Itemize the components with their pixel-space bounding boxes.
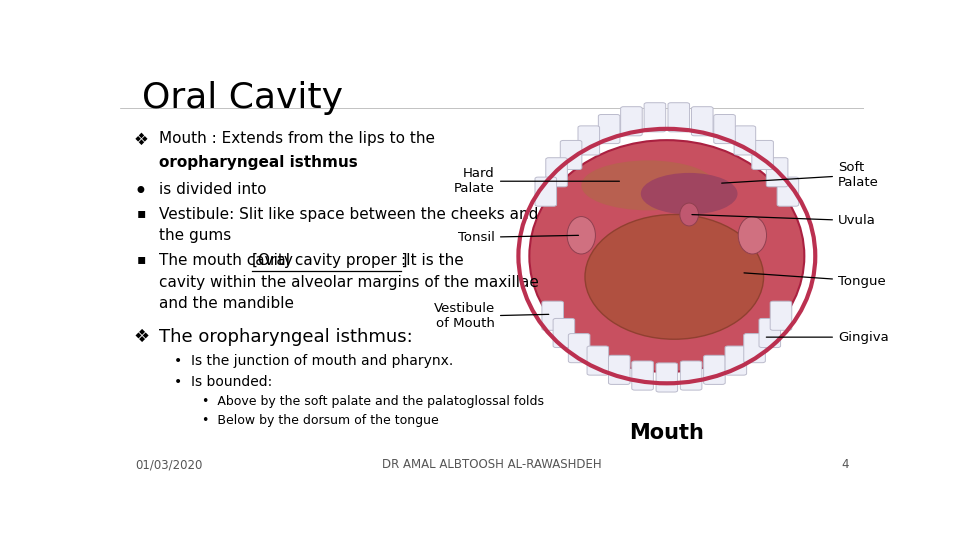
Ellipse shape — [581, 160, 715, 210]
FancyBboxPatch shape — [644, 103, 665, 132]
FancyBboxPatch shape — [578, 126, 600, 155]
Ellipse shape — [529, 140, 804, 372]
Text: The oropharyngeal isthmus:: The oropharyngeal isthmus: — [158, 328, 413, 346]
FancyBboxPatch shape — [553, 319, 575, 348]
Text: •  Is the junction of mouth and pharynx.: • Is the junction of mouth and pharynx. — [174, 354, 453, 368]
FancyBboxPatch shape — [598, 114, 620, 144]
FancyBboxPatch shape — [713, 114, 735, 144]
Text: 4: 4 — [842, 458, 849, 471]
FancyBboxPatch shape — [541, 301, 564, 330]
FancyBboxPatch shape — [744, 334, 765, 363]
Ellipse shape — [738, 217, 766, 254]
Text: ▪: ▪ — [136, 206, 146, 220]
Text: ❖: ❖ — [133, 328, 150, 346]
Text: Mouth: Mouth — [630, 423, 705, 443]
Text: oropharyngeal isthmus: oropharyngeal isthmus — [158, 156, 357, 171]
Text: ❖: ❖ — [133, 131, 148, 150]
FancyBboxPatch shape — [535, 177, 557, 206]
Text: Hard
Palate: Hard Palate — [454, 167, 619, 195]
Text: Gingiva: Gingiva — [766, 330, 889, 343]
FancyBboxPatch shape — [620, 107, 642, 136]
Ellipse shape — [680, 203, 699, 226]
Text: Tonsil: Tonsil — [458, 231, 579, 244]
FancyBboxPatch shape — [725, 346, 747, 375]
Text: •  Is bounded:: • Is bounded: — [174, 375, 272, 389]
FancyBboxPatch shape — [632, 361, 654, 390]
Text: Tongue: Tongue — [744, 273, 886, 287]
FancyBboxPatch shape — [766, 158, 788, 187]
Text: Oral Cavity: Oral Cavity — [142, 82, 344, 116]
Ellipse shape — [641, 173, 737, 214]
Text: Mouth : Extends from the lips to the: Mouth : Extends from the lips to the — [158, 131, 435, 146]
Text: ▪: ▪ — [136, 252, 146, 266]
Text: •: • — [133, 180, 147, 204]
FancyBboxPatch shape — [656, 363, 678, 392]
FancyBboxPatch shape — [759, 319, 780, 348]
FancyBboxPatch shape — [546, 158, 567, 187]
Text: •  Above by the soft palate and the palatoglossal folds: • Above by the soft palate and the palat… — [202, 395, 543, 408]
FancyBboxPatch shape — [770, 301, 792, 330]
Text: [Oral cavity proper ]: [Oral cavity proper ] — [252, 253, 408, 268]
Text: Vestibule: Slit like space between the cheeks and: Vestibule: Slit like space between the c… — [158, 207, 538, 221]
FancyBboxPatch shape — [691, 107, 713, 136]
Text: 01/03/2020: 01/03/2020 — [134, 458, 203, 471]
FancyBboxPatch shape — [752, 140, 774, 170]
FancyBboxPatch shape — [704, 355, 725, 384]
Text: •  Below by the dorsum of the tongue: • Below by the dorsum of the tongue — [202, 414, 439, 427]
Ellipse shape — [585, 214, 763, 339]
Text: Uvula: Uvula — [692, 214, 876, 227]
FancyBboxPatch shape — [777, 177, 799, 206]
Text: DR AMAL ALBTOOSH AL-RAWASHDEH: DR AMAL ALBTOOSH AL-RAWASHDEH — [382, 458, 602, 471]
Ellipse shape — [567, 217, 595, 254]
Text: Vestibule
of Mouth: Vestibule of Mouth — [434, 302, 549, 330]
Text: The mouth cavity: The mouth cavity — [158, 253, 298, 268]
Text: is divided into: is divided into — [158, 181, 266, 197]
FancyBboxPatch shape — [561, 140, 582, 170]
FancyBboxPatch shape — [609, 355, 630, 384]
FancyBboxPatch shape — [588, 346, 609, 375]
FancyBboxPatch shape — [734, 126, 756, 155]
FancyBboxPatch shape — [668, 103, 689, 132]
FancyBboxPatch shape — [568, 334, 589, 363]
Text: cavity within the alveolar margins of the maxillae: cavity within the alveolar margins of th… — [158, 275, 539, 290]
Text: :It is the: :It is the — [401, 253, 464, 268]
FancyBboxPatch shape — [681, 361, 702, 390]
Text: Soft
Palate: Soft Palate — [722, 161, 878, 189]
Text: and the mandible: and the mandible — [158, 295, 294, 310]
Text: the gums: the gums — [158, 228, 231, 243]
